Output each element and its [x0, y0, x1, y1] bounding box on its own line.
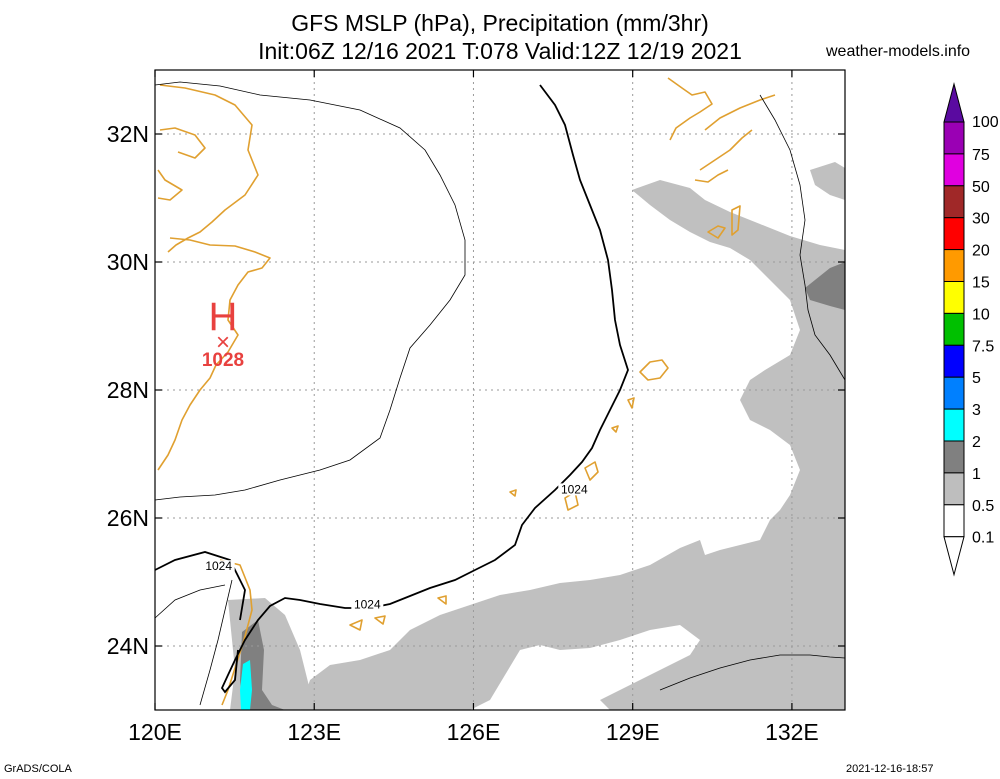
lat-label: 32N — [107, 121, 149, 147]
legend-label: 2 — [972, 434, 981, 451]
chart-title: GFS MSLP (hPa), Precipitation (mm/3hr) — [291, 10, 709, 36]
lat-lon-grid — [155, 70, 845, 710]
high-symbol: H — [209, 295, 238, 339]
lon-label: 123E — [287, 719, 341, 745]
legend-swatch — [943, 249, 965, 283]
lon-label: 120E — [128, 719, 182, 745]
high-marker-icon: × — [216, 329, 230, 356]
legend-swatch — [943, 217, 965, 251]
lon-label: 129E — [606, 719, 660, 745]
legend-swatch — [943, 344, 965, 378]
legend-swatch — [943, 376, 965, 410]
legend-swatch — [943, 312, 965, 346]
legend-label: 0.5 — [972, 498, 994, 515]
isobars — [154, 81, 846, 706]
isobar-label: 1024 — [561, 482, 588, 496]
lat-label: 30N — [107, 249, 149, 275]
axis-labels: 120E 123E 126E 129E 132E 32N 30N 28N 26N 24N — [107, 121, 819, 745]
precip-light-shading — [228, 162, 845, 710]
isobar-label-bg — [351, 598, 384, 611]
legend-label: 10 — [972, 306, 990, 323]
legend-label: 15 — [972, 275, 990, 292]
precip-legend: 100 75 50 30 20 15 10 7.5 5 3 2 1 0.5 0.1 — [943, 82, 999, 577]
legend-label: 75 — [972, 147, 990, 164]
high-pressure-center: H × 1028 — [202, 295, 244, 371]
legend-swatch — [943, 121, 965, 155]
lat-label: 26N — [107, 505, 149, 531]
isobar-label: 1024 — [205, 559, 232, 573]
legend-swatch — [943, 281, 965, 314]
legend-swatch — [943, 153, 965, 187]
isobar-label-bg — [558, 483, 591, 496]
lon-label: 126E — [447, 719, 501, 745]
legend-label: 0.1 — [972, 530, 994, 547]
legend-swatch — [943, 504, 965, 538]
legend-label: 7.5 — [972, 338, 994, 355]
footer-software: GrADS/COLA — [4, 763, 72, 775]
legend-swatch — [943, 408, 965, 442]
legend-label: 50 — [972, 179, 990, 196]
lon-label: 132E — [765, 719, 819, 745]
legend-label: 3 — [972, 402, 981, 419]
legend-swatch — [943, 440, 965, 474]
precip-high-shading — [240, 660, 252, 710]
legend-label: 30 — [972, 211, 990, 228]
isobar-label-bg — [202, 560, 235, 573]
chart-subtitle: Init:06Z 12/16 2021 T:078 Valid:12Z 12/1… — [258, 38, 742, 64]
lat-label: 24N — [107, 633, 149, 659]
legend-swatch — [943, 185, 965, 219]
coastlines — [157, 77, 776, 706]
legend-label: 1 — [972, 466, 981, 483]
lat-label: 28N — [107, 377, 149, 403]
site-credit: weather-models.info — [826, 43, 971, 60]
legend-arrow-top — [943, 82, 965, 123]
isobar-label: 1024 — [354, 598, 381, 612]
footer-timestamp: 2021-12-16-18:57 — [846, 763, 934, 775]
legend-label: 20 — [972, 243, 990, 260]
high-pressure-value: 1028 — [202, 350, 244, 371]
isobar-labels: 1024 1024 1024 — [202, 482, 591, 612]
legend-label: 5 — [972, 370, 981, 387]
legend-swatch — [943, 472, 965, 506]
legend-arrow-bottom — [943, 536, 965, 577]
legend-label: 100 — [972, 114, 999, 131]
axis-ticks — [154, 70, 845, 710]
